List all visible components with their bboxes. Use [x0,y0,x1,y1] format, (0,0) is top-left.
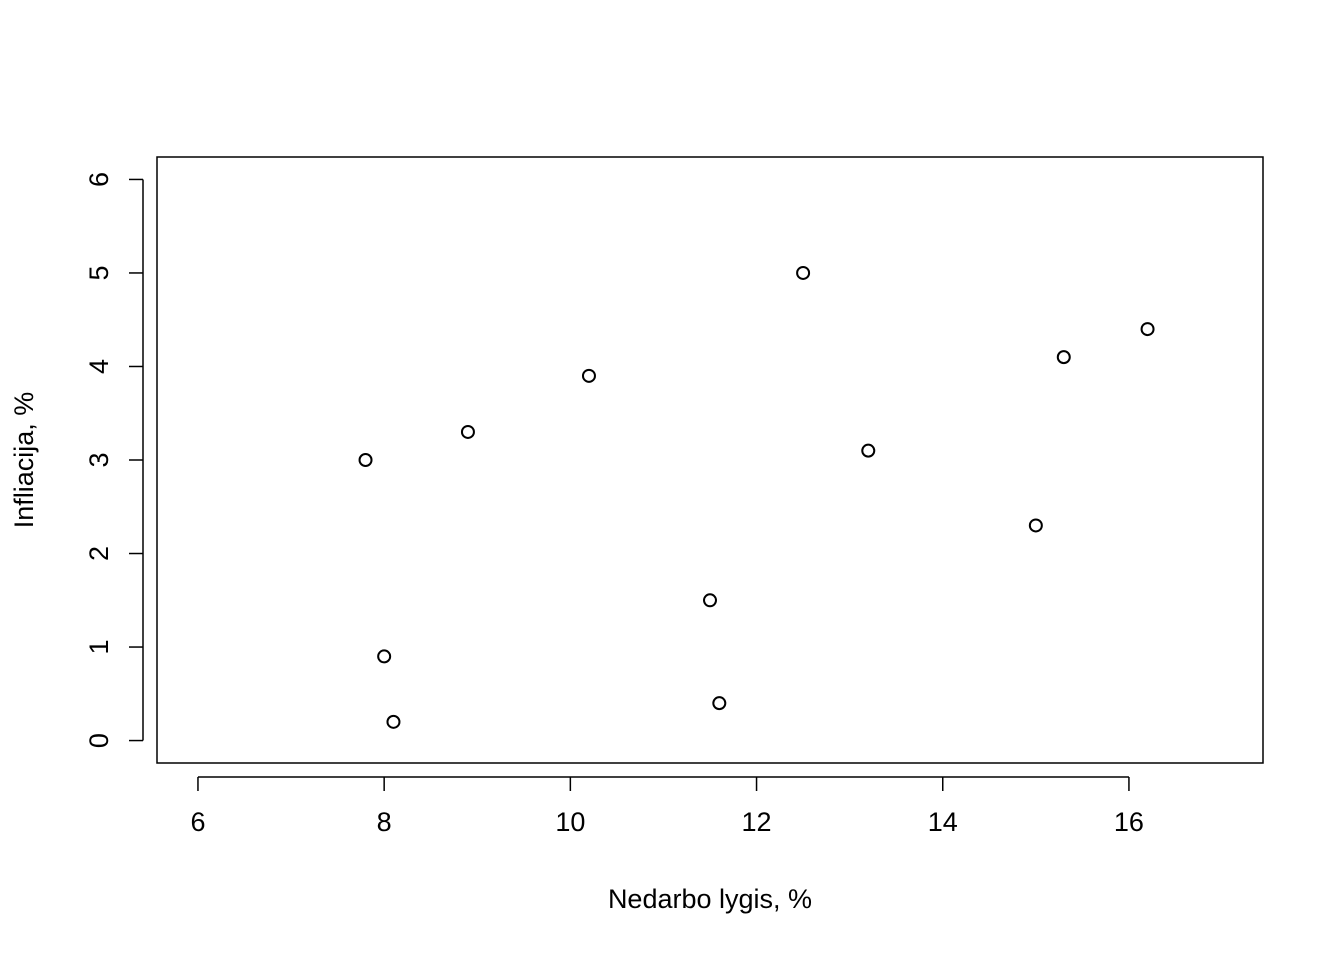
y-tick-label: 5 [84,265,114,280]
y-tick-label: 4 [84,359,114,374]
y-tick-label: 0 [84,733,114,748]
point [460,424,475,439]
point [1028,518,1043,533]
point [703,593,717,608]
point [796,265,811,280]
point [358,453,373,467]
x-tick-label: 6 [190,807,205,837]
y-tick-label: 2 [84,546,114,561]
point [1140,322,1155,337]
x-axis-label: Nedarbo lygis, % [608,884,812,914]
plot-frame [156,156,1264,764]
y-tick-label: 1 [84,640,114,655]
y-axis-label: Infliacija, % [9,392,39,529]
point [377,649,392,664]
point [861,443,876,458]
x-tick-label: 8 [377,807,392,837]
point [386,714,401,729]
x-tick-label: 12 [742,807,772,837]
x-tick-label: 16 [1114,807,1144,837]
x-tick-label: 14 [928,807,958,837]
x-tick-label: 10 [555,807,585,837]
y-tick-label: 3 [84,452,114,467]
point [712,696,727,711]
point [1056,350,1071,365]
point [581,368,596,383]
y-tick-label: 6 [84,172,114,187]
